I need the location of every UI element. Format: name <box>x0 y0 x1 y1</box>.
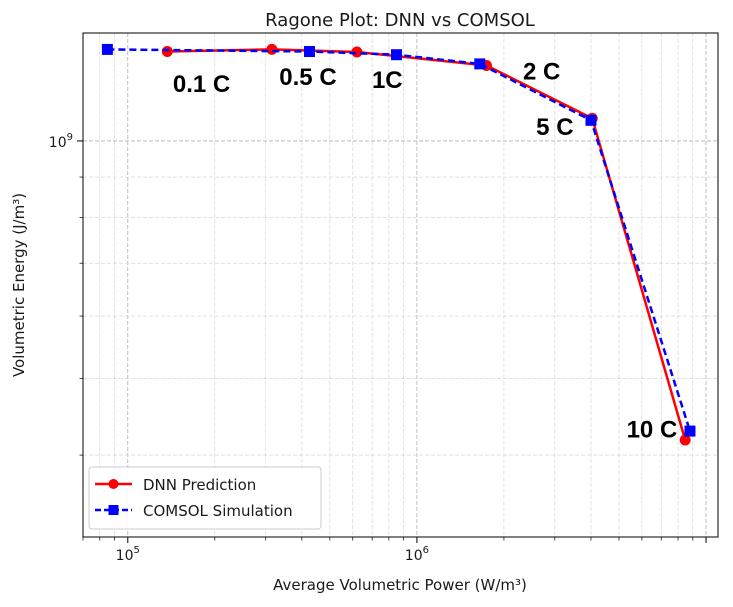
legend: DNN Prediction COMSOL Simulation <box>88 466 322 530</box>
legend-dnn-marker <box>108 479 119 489</box>
legend-comsol-marker <box>108 505 119 515</box>
c-rate-label: 0.5 C <box>279 64 336 91</box>
data-point-comsol <box>585 114 597 126</box>
x-axis-label: Average Volumetric Power (W/m³) <box>273 576 527 594</box>
data-point-comsol <box>684 425 696 437</box>
data-point-comsol <box>303 46 315 58</box>
data-point-dnn <box>161 46 173 58</box>
y-tick-label: 109 <box>49 132 73 151</box>
grid-layer <box>82 33 718 537</box>
x-tick-label: 106 <box>405 545 429 564</box>
data-point-dnn <box>679 434 691 446</box>
data-point-dnn <box>351 46 363 58</box>
legend-comsol-label: COMSOL Simulation <box>143 502 293 520</box>
x-tick-label: 105 <box>116 545 140 564</box>
c-rate-label: 5 C <box>536 114 573 141</box>
c-rate-label: 2 C <box>523 58 560 85</box>
annotation-layer: 0.1 C 0.5 C 1C 2 C 5 C 10 C <box>173 58 677 443</box>
c-rate-label: 1C <box>372 67 403 94</box>
data-point-comsol <box>474 58 486 70</box>
y-axis-label: Volumetric Energy (J/m³) <box>10 193 28 377</box>
data-point-dnn <box>266 43 278 55</box>
series-line-comsol <box>107 48 692 432</box>
legend-box <box>88 466 322 530</box>
tick-layer: 105 106 109 <box>49 132 707 564</box>
legend-dnn-label: DNN Prediction <box>143 476 256 494</box>
c-rate-label: 10 C <box>627 417 678 444</box>
c-rate-label: 0.1 C <box>173 71 230 98</box>
series-layer <box>101 43 696 446</box>
chart-title: Ragone Plot: DNN vs COMSOL <box>265 10 535 31</box>
data-point-comsol <box>101 43 113 55</box>
data-point-comsol <box>391 49 403 61</box>
plot-frame <box>82 32 719 538</box>
